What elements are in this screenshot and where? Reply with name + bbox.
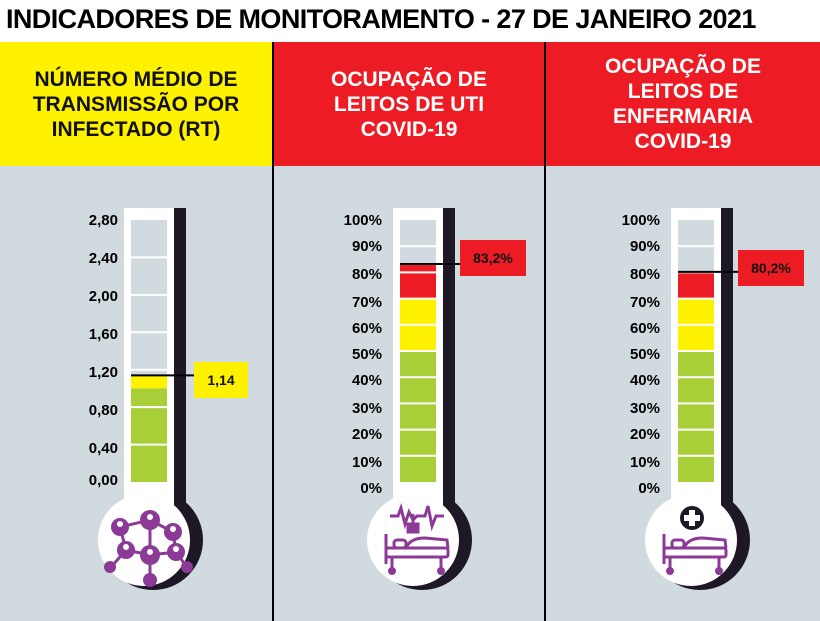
- panel-rt-header-line-1: NÚMERO MÉDIO DE: [34, 67, 238, 91]
- panel-uti-header: OCUPAÇÃO DE LEITOS DE UTI COVID-19: [274, 42, 544, 166]
- thermometer-bulb: [98, 494, 190, 586]
- tick-label: 2,00: [88, 288, 118, 305]
- tick-label: 70%: [629, 294, 660, 311]
- tick-label: 10%: [351, 454, 382, 471]
- divider: [272, 42, 274, 621]
- panel-enfermaria-header-line-1: OCUPAÇÃO DE: [605, 55, 761, 78]
- thermometer-uti: [367, 208, 526, 590]
- uti-value-label: 83,2%: [473, 250, 513, 266]
- tick-label: 90%: [351, 238, 382, 255]
- tick-label: 60%: [351, 320, 382, 337]
- tick-label: 30%: [351, 400, 382, 417]
- panel-enfermaria-header-line-3: ENFERMARIA: [612, 105, 753, 128]
- tick-label: 1,20: [88, 364, 118, 381]
- tick-label: 40%: [351, 372, 382, 389]
- thermometer-rt: [98, 208, 248, 590]
- medical-cross-icon: [680, 506, 704, 530]
- tick-label: 10%: [629, 454, 660, 471]
- tick-label: 0%: [638, 480, 660, 497]
- people-network-heads: [117, 514, 179, 555]
- tick-label: 0,80: [88, 402, 118, 419]
- enfermaria-value-callout: [738, 250, 804, 286]
- enfermaria-value-label: 80,2%: [751, 260, 791, 276]
- tick-label: 100%: [343, 212, 382, 229]
- divider: [544, 42, 546, 621]
- panel-rt-header: NÚMERO MÉDIO DE TRANSMISSÃO POR INFECTAD…: [0, 42, 272, 166]
- panel-uti-header-line-1: OCUPAÇÃO DE: [331, 67, 487, 91]
- tick-label: 30%: [629, 400, 660, 417]
- tick-label: 60%: [629, 320, 660, 337]
- tick-label: 0%: [360, 480, 382, 497]
- tick-label: 2,40: [88, 250, 118, 267]
- thermometer-fill-segment: [678, 271, 714, 299]
- tick-label: 100%: [621, 212, 660, 229]
- uti-value-callout: [460, 240, 526, 276]
- tick-label: 90%: [629, 238, 660, 255]
- rt-value-callout: [194, 362, 248, 398]
- tick-label: 50%: [351, 346, 382, 363]
- tick-label: 40%: [629, 372, 660, 389]
- tick-label: 1,60: [88, 326, 118, 343]
- icu-bed-heart-monitor-icon: [384, 502, 450, 568]
- thermometer-fill-segment: [131, 388, 167, 482]
- tick-label: 2,80: [88, 212, 118, 229]
- tick-label: 70%: [351, 294, 382, 311]
- ward-bed-wheels: [666, 567, 723, 575]
- thermometer-fill-segment: [400, 351, 436, 482]
- thermometer-fill-segment: [400, 264, 436, 299]
- tick-label: 80%: [351, 266, 382, 283]
- panel-rt-header-line-2: TRANSMISSÃO POR: [32, 92, 240, 116]
- panel-uti-header-line-3: COVID-19: [360, 117, 458, 141]
- panel-enfermaria-header-line-2: LEITOS DE: [627, 80, 739, 103]
- tick-label: 0,00: [88, 472, 118, 489]
- panel-enfermaria-header-line-4: COVID-19: [634, 130, 732, 153]
- icu-bed-wheels: [388, 567, 445, 575]
- tick-label: 50%: [629, 346, 660, 363]
- tick-label: 80%: [629, 266, 660, 283]
- thermometer-fill-segment: [131, 375, 167, 389]
- page-title: INDICADORES DE MONITORAMENTO - 27 DE JAN…: [6, 4, 756, 34]
- panel-rt-header-line-3: INFECTADO (RT): [51, 117, 221, 141]
- panel-enfermaria-header: OCUPAÇÃO DE LEITOS DE ENFERMARIA COVID-1…: [546, 42, 820, 166]
- thermometer-enfermaria: [645, 208, 804, 590]
- tick-label: 20%: [351, 426, 382, 443]
- panel-uti-header-line-2: LEITOS DE UTI: [333, 92, 485, 116]
- tick-label: 20%: [629, 426, 660, 443]
- ward-bed-icon: [662, 534, 728, 568]
- rt-value-label: 1,14: [207, 372, 235, 388]
- thermometer-fill-segment: [678, 351, 714, 482]
- tick-label: 0,40: [88, 440, 118, 457]
